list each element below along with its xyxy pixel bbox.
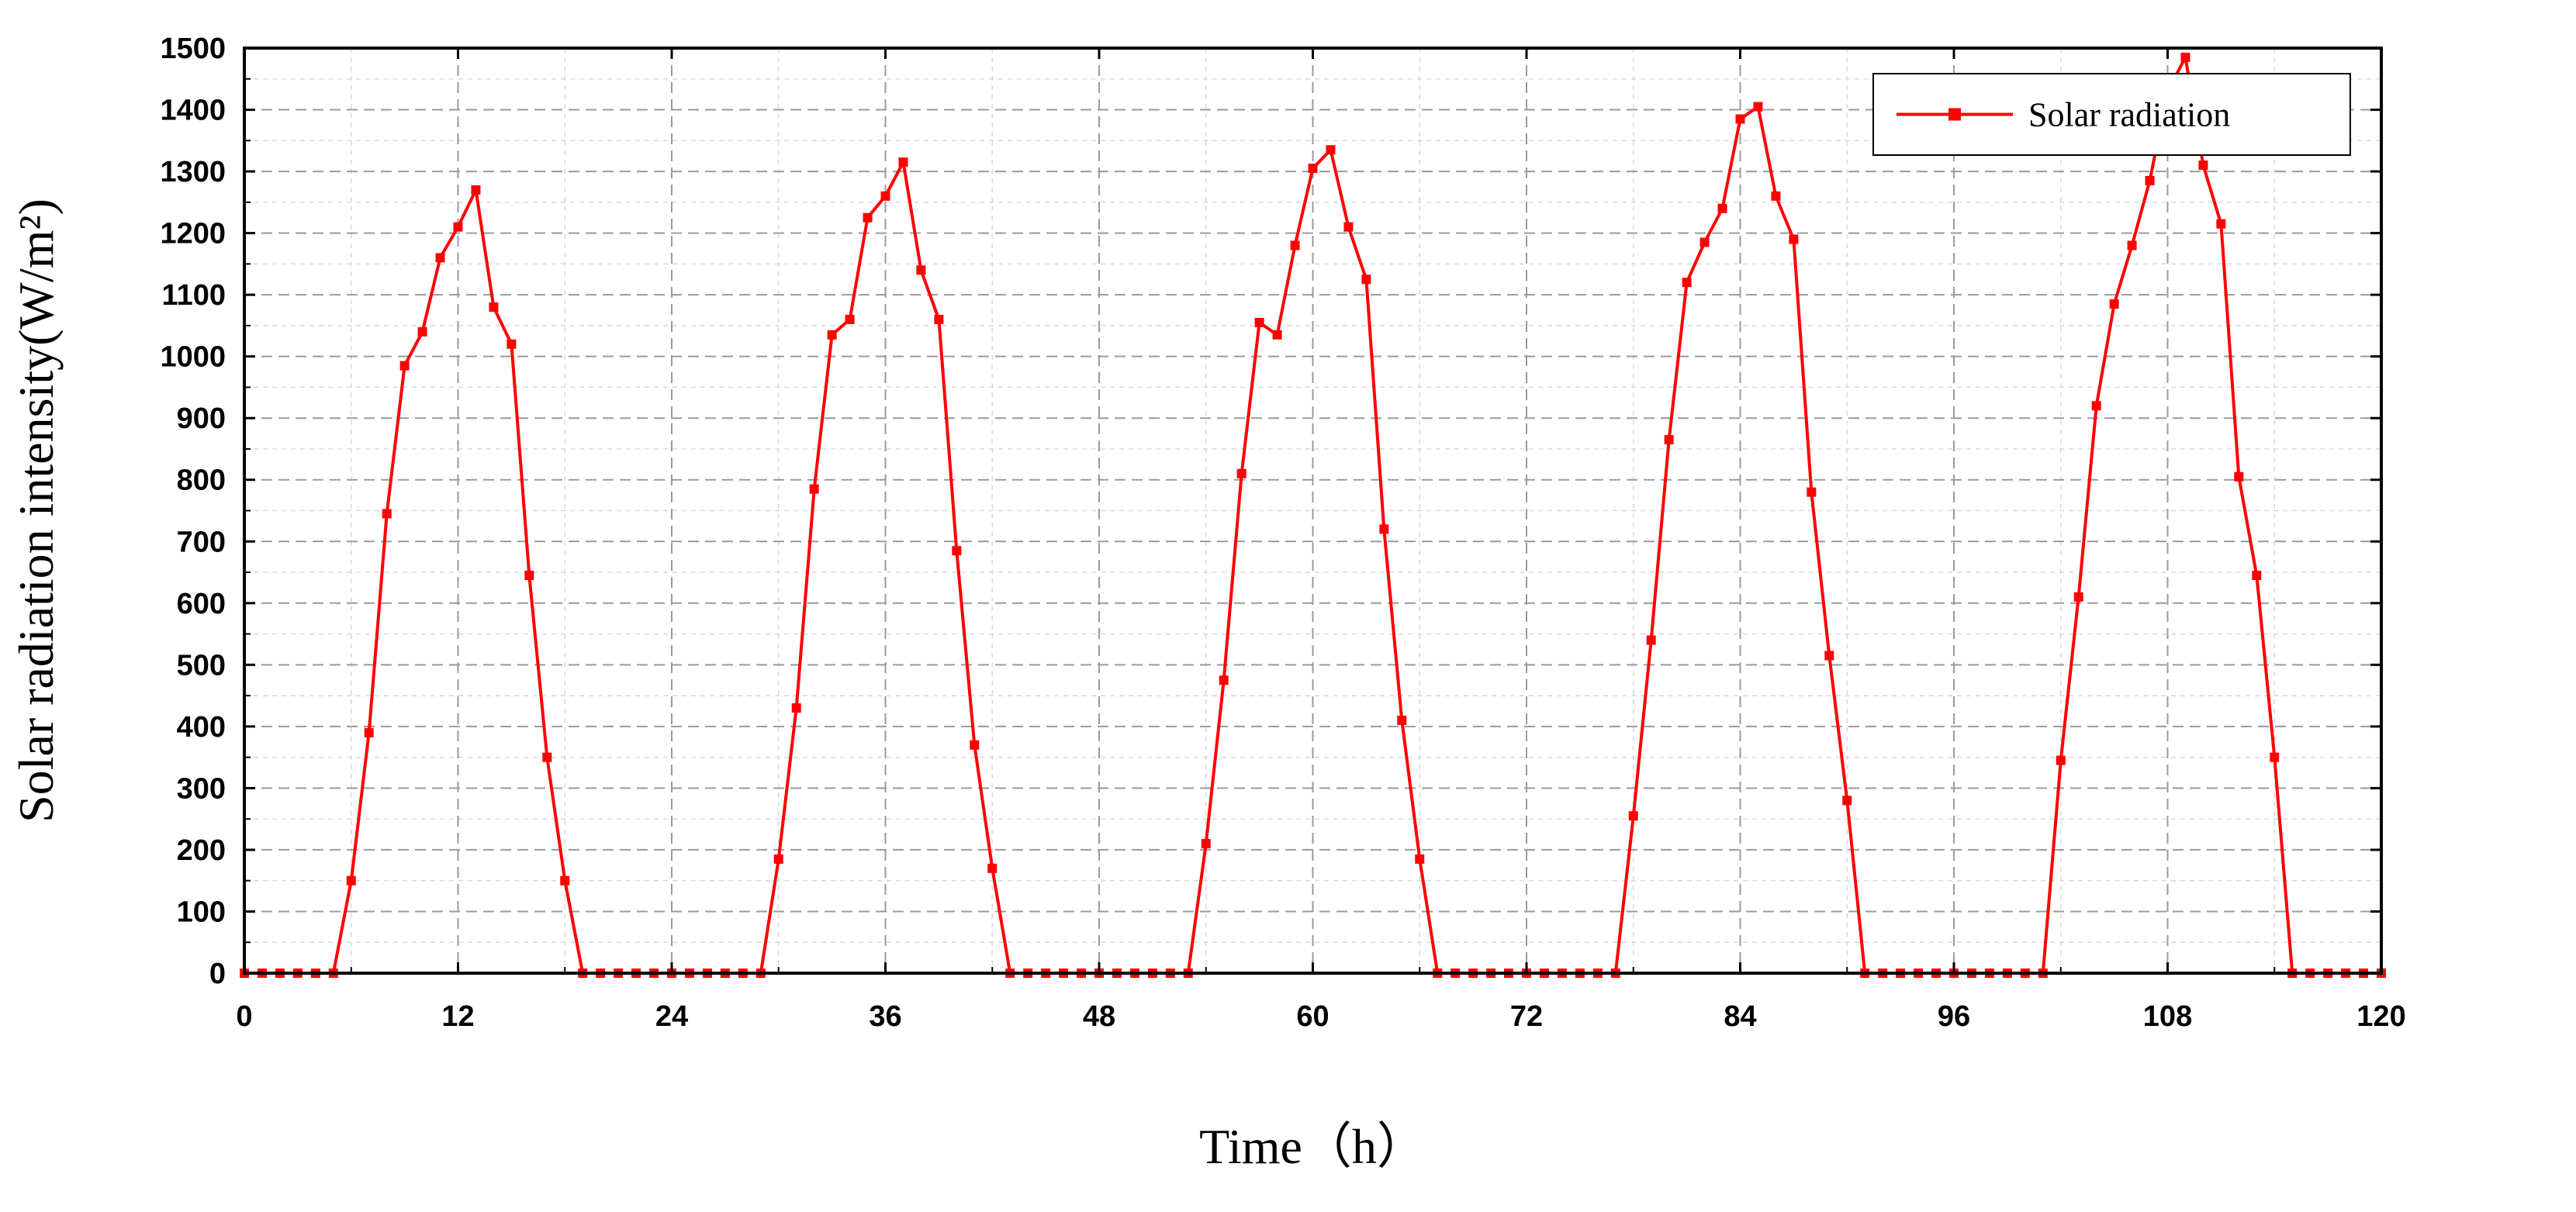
x-tick-label: 60 (1296, 1000, 1329, 1033)
data-point (827, 330, 837, 340)
data-point (399, 361, 410, 371)
data-point (1664, 435, 1674, 445)
data-point (560, 875, 570, 886)
data-point (2073, 592, 2083, 602)
data-point (542, 752, 552, 762)
y-tick-label: 300 (177, 772, 226, 805)
data-point (507, 339, 517, 349)
data-point (1699, 237, 1710, 247)
data-point (863, 212, 873, 223)
data-point (1789, 234, 1799, 244)
data-point (898, 157, 908, 167)
y-tick-label: 400 (177, 711, 226, 744)
legend: Solar radiation (1872, 73, 2351, 156)
x-tick-label: 84 (1724, 1000, 1756, 1033)
data-point (471, 185, 481, 195)
data-point (435, 253, 445, 263)
data-point (1397, 715, 1407, 725)
data-point (987, 863, 998, 873)
y-tick-label: 900 (177, 402, 226, 435)
data-point (524, 571, 534, 581)
data-point (1753, 102, 1763, 112)
data-point (880, 191, 890, 201)
data-point (346, 875, 356, 886)
data-point (1236, 468, 1247, 478)
y-tick-label: 200 (177, 834, 226, 867)
x-tick-label: 0 (236, 1000, 252, 1033)
data-point (773, 854, 783, 864)
data-point (2216, 219, 2226, 229)
data-point (1682, 278, 1692, 288)
y-tick-label: 500 (177, 649, 226, 682)
y-tick-label: 100 (177, 896, 226, 928)
y-tick-label: 1000 (160, 341, 226, 374)
data-point (1308, 164, 1318, 174)
data-point (2127, 240, 2137, 250)
data-point (1219, 675, 1229, 685)
data-point (364, 727, 374, 737)
data-point (2234, 471, 2244, 482)
x-tick-label: 96 (1938, 1000, 1970, 1033)
data-point (952, 546, 962, 556)
x-tick-label: 12 (441, 1000, 474, 1033)
data-point (1272, 330, 1282, 340)
legend-marker-icon (1948, 108, 1961, 121)
data-point (2109, 299, 2119, 309)
data-point (2091, 401, 2101, 411)
grid (244, 48, 2381, 973)
data-point (2198, 161, 2208, 171)
data-point (1326, 145, 1336, 155)
data-point (2180, 52, 2190, 62)
data-point (1824, 651, 1834, 661)
x-tick-label: 24 (655, 1000, 688, 1033)
y-tick-label: 1300 (160, 156, 226, 188)
x-tick-label: 108 (2143, 1000, 2192, 1033)
x-tick-label: 48 (1083, 1000, 1115, 1033)
data-point (2145, 175, 2155, 185)
x-tick-label: 120 (2356, 1000, 2405, 1033)
y-tick-label: 0 (209, 958, 226, 990)
data-point (382, 509, 392, 519)
data-point (1290, 240, 1300, 250)
data-point (1735, 114, 1745, 124)
data-point (1201, 838, 1211, 848)
x-axis-title: Time（h） (1199, 1119, 1426, 1174)
data-point (1807, 487, 1817, 497)
data-point (791, 703, 801, 713)
data-point (2056, 755, 2066, 765)
data-point (1379, 524, 1389, 534)
data-point (1842, 796, 1852, 806)
data-point (1628, 811, 1638, 821)
y-axis-title: Solar radiation intensity(W/m²) (9, 199, 64, 823)
data-point (1343, 222, 1354, 232)
y-tick-label: 800 (177, 464, 226, 497)
data-point (1254, 317, 1264, 327)
data-point (1717, 203, 1727, 213)
data-point (1415, 854, 1425, 864)
axis-ticks: 0100200300400500600700800900100011001200… (160, 33, 2405, 1033)
y-tick-label: 1200 (160, 218, 226, 250)
legend-label: Solar radiation (2028, 96, 2230, 134)
data-point (2252, 571, 2262, 581)
data-point (934, 314, 944, 324)
data-point (2270, 752, 2280, 762)
data-point (916, 265, 926, 275)
y-tick-label: 700 (177, 526, 226, 558)
data-point (453, 222, 463, 232)
data-point (809, 484, 819, 494)
y-tick-label: 600 (177, 588, 226, 620)
y-tick-label: 1500 (160, 33, 226, 65)
y-tick-label: 1400 (160, 95, 226, 127)
data-point (417, 326, 427, 337)
data-point (845, 314, 855, 324)
x-tick-label: 72 (1510, 1000, 1543, 1033)
data-point (1361, 275, 1371, 285)
x-tick-label: 36 (869, 1000, 901, 1033)
data-point (1646, 635, 1656, 645)
y-tick-label: 1100 (162, 279, 226, 312)
data-point (489, 302, 499, 312)
data-point (1771, 191, 1781, 201)
data-point (970, 740, 980, 750)
